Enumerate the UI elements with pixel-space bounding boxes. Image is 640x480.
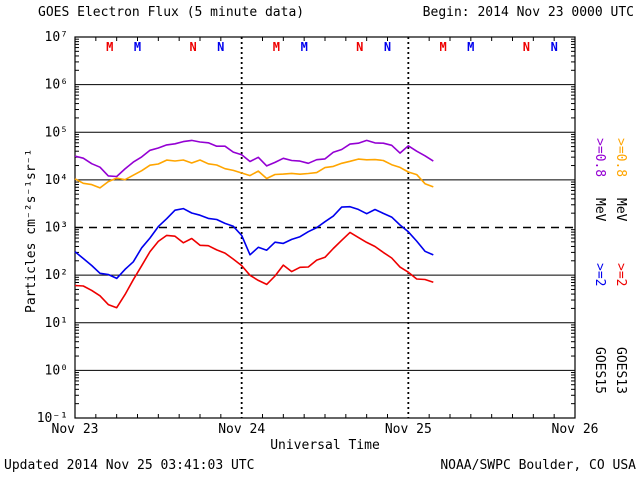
satellite-marker: M — [467, 40, 474, 54]
y-tick-label: 10⁵ — [45, 125, 68, 140]
y-tick-label: 10⁴ — [45, 173, 68, 188]
updated-timestamp: Updated 2014 Nov 25 03:41:03 UTC — [4, 458, 255, 473]
legend-goes13-e2-label: >=2 — [613, 263, 628, 287]
x-tick-label: Nov 24 — [218, 422, 265, 437]
legend-goes13-e08-label: >=0.8 — [613, 138, 628, 178]
legend-goes15-e08-label: >=0.8 — [592, 138, 607, 178]
x-tick-label: Nov 26 — [552, 422, 599, 437]
legend-goes15-e2-label: >=2 — [592, 263, 607, 287]
trace-goes13-0-8-mev — [74, 158, 434, 189]
satellite-marker: N — [217, 40, 224, 54]
begin-time-label: Begin: 2014 Nov 23 0000 UTC — [422, 5, 634, 20]
legend-goes13-unit: MeV — [613, 198, 628, 222]
satellite-marker: N — [551, 40, 558, 54]
satellite-marker: N — [356, 40, 363, 54]
y-tick-label: 10³ — [45, 221, 68, 236]
y-tick-label: 10⁷ — [45, 30, 68, 45]
satellite-marker: N — [189, 40, 196, 54]
page-title: GOES Electron Flux (5 minute data) — [38, 5, 305, 20]
satellite-marker: M — [439, 40, 446, 54]
trace-goes15-0-8-mev — [74, 139, 434, 178]
plot-frame — [74, 36, 576, 419]
credit-label: NOAA/SWPC Boulder, CO USA — [440, 458, 636, 473]
y-tick-label: 10⁶ — [45, 78, 68, 93]
legend-goes13-name: GOES13 — [613, 347, 628, 394]
legend-goes15-name: GOES15 — [592, 347, 607, 394]
satellite-marker: M — [273, 40, 280, 54]
trace-goes15-2-mev — [74, 205, 434, 280]
satellite-marker: N — [523, 40, 530, 54]
legend-goes15-unit: MeV — [592, 198, 607, 222]
x-axis-label: Universal Time — [270, 438, 380, 453]
y-tick-label: 10⁻¹ — [37, 411, 68, 426]
y-axis-label: Particles cm⁻²s⁻¹sr⁻¹ — [24, 148, 39, 313]
x-tick-label: Nov 23 — [52, 422, 99, 437]
satellite-marker: M — [106, 40, 113, 54]
y-tick-label: 10¹ — [45, 316, 68, 331]
satellite-marker: M — [301, 40, 308, 54]
satellite-marker: M — [134, 40, 141, 54]
trace-goes13-2-mev — [74, 231, 434, 309]
x-tick-label: Nov 25 — [385, 422, 432, 437]
y-tick-label: 10² — [45, 268, 68, 283]
y-tick-label: 10⁰ — [45, 363, 68, 378]
satellite-marker: N — [384, 40, 391, 54]
